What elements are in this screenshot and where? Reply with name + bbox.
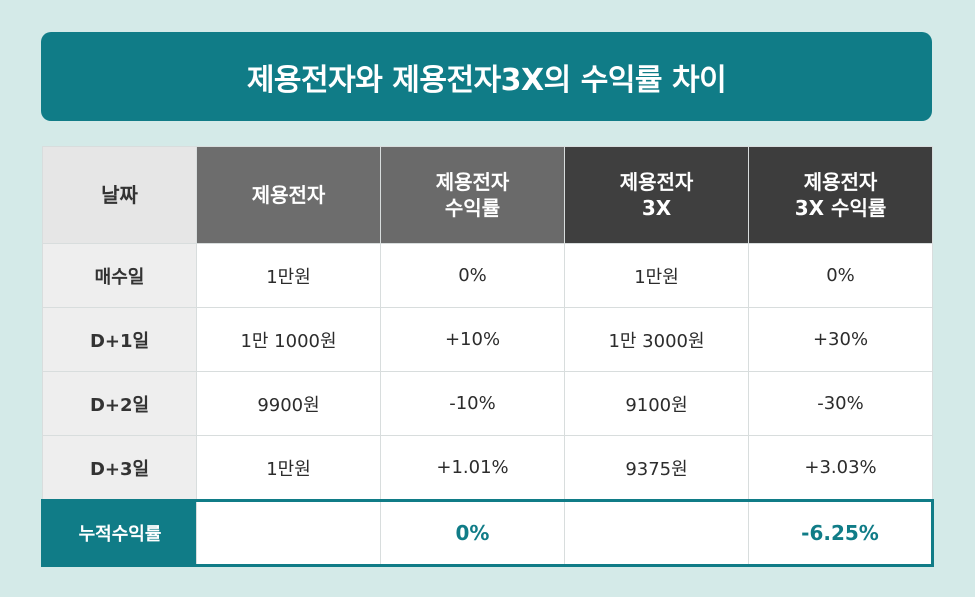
cell-price-3x: 9375원 [564, 435, 749, 501]
cell-price-3x: 1만 3000원 [564, 307, 749, 372]
header-return-3x: 제용전자 3X 수익률 [748, 146, 933, 244]
header-return-line1: 제용전자 [435, 170, 510, 194]
cell-price: 9900원 [196, 371, 381, 436]
table-row: 매수일 1만원 0% 1만원 0% [42, 243, 933, 308]
table-row: D+3일 1만원 +1.01% 9375원 +3.03% [42, 435, 933, 501]
page-title: 제용전자와 제용전자3X의 수익률 차이 [41, 32, 932, 121]
header-return-3x-line2: 3X 수익률 [794, 196, 887, 220]
table-row: D+2일 9900원 -10% 9100원 -30% [42, 371, 933, 436]
total-row: 누적수익률 0% -6.25% [41, 499, 934, 567]
table-header-row: 날짜 제용전자 제용전자 수익률 제용전자 3X 제용전자 3X 수익률 [42, 146, 933, 244]
cell-price-3x: 9100원 [564, 371, 749, 436]
returns-table: 날짜 제용전자 제용전자 수익률 제용전자 3X 제용전자 3X 수익률 매수일… [41, 146, 934, 567]
total-return: 0% [380, 499, 565, 567]
header-price-3x: 제용전자 3X [564, 146, 749, 244]
cell-price: 1만원 [196, 435, 381, 501]
cell-return: +10% [380, 307, 565, 372]
cell-return: -10% [380, 371, 565, 436]
cell-return: 0% [380, 243, 565, 308]
total-price-3x [564, 499, 749, 567]
cell-return-3x: +30% [748, 307, 933, 372]
header-price-3x-line1: 제용전자 [619, 170, 694, 194]
row-label: 매수일 [42, 243, 197, 308]
row-label: D+3일 [42, 435, 197, 501]
row-label: D+1일 [42, 307, 197, 372]
total-price [196, 499, 381, 567]
total-label: 누적수익률 [41, 499, 197, 567]
table-row: D+1일 1만 1000원 +10% 1만 3000원 +30% [42, 307, 933, 372]
cell-price: 1만 1000원 [196, 307, 381, 372]
header-price-3x-line2: 3X [641, 196, 672, 220]
cell-price: 1만원 [196, 243, 381, 308]
cell-return-3x: 0% [748, 243, 933, 308]
header-price: 제용전자 [196, 146, 381, 244]
cell-return-3x: -30% [748, 371, 933, 436]
total-return-3x: -6.25% [748, 499, 934, 567]
header-return-3x-line1: 제용전자 [803, 170, 878, 194]
header-return: 제용전자 수익률 [380, 146, 565, 244]
header-return-line2: 수익률 [444, 196, 501, 220]
cell-price-3x: 1만원 [564, 243, 749, 308]
row-label: D+2일 [42, 371, 197, 436]
cell-return: +1.01% [380, 435, 565, 501]
header-date: 날짜 [42, 146, 197, 244]
cell-return-3x: +3.03% [748, 435, 933, 501]
